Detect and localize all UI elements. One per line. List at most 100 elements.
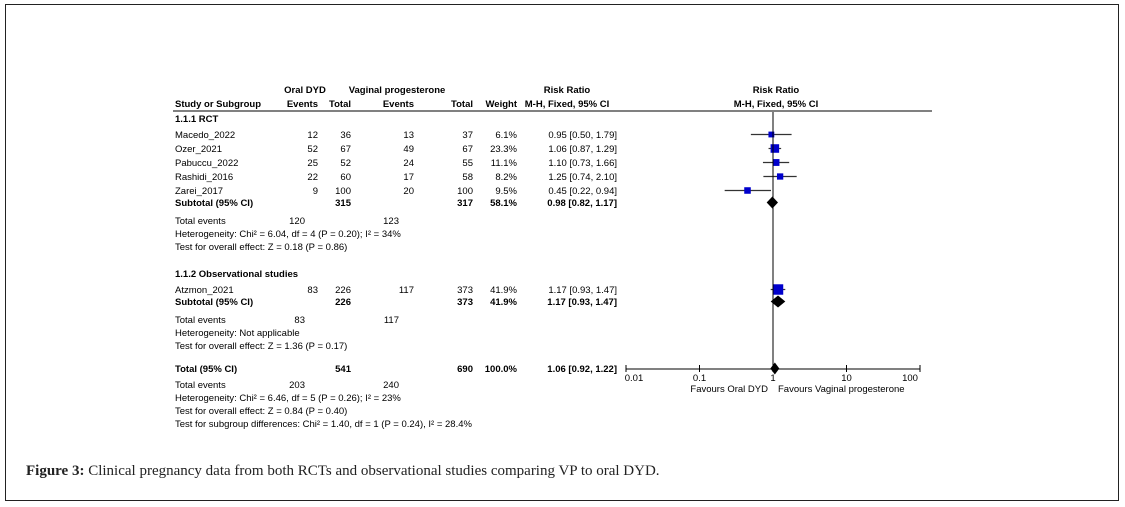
total-vaginal-progesterone: 55 <box>462 158 473 169</box>
study-risk-ratio-ci: 0.45 [0.22, 0.94] <box>548 186 617 197</box>
total-events-oral-dyd: 120 <box>289 216 305 227</box>
subtotal-diamond <box>766 196 779 209</box>
study-weight: 23.3% <box>490 144 517 155</box>
favours-right-label: Favours Vaginal progesterone <box>778 384 905 395</box>
study-weight: 41.9% <box>490 285 517 296</box>
caption-text: Clinical pregnancy data from both RCTs a… <box>84 463 660 479</box>
events-vaginal-progesterone: 49 <box>403 144 414 155</box>
subtotal-weight: 41.9% <box>490 297 517 308</box>
axis-tick-label: 10 <box>841 373 852 384</box>
total-vaginal-progesterone: 690 <box>457 364 473 375</box>
plot-marks <box>724 131 797 375</box>
figure-frame <box>5 4 1119 501</box>
header-group1: Oral DYD <box>284 85 326 96</box>
total-vaginal-progesterone: 373 <box>457 285 473 296</box>
axis-tick-label: 1 <box>770 373 775 384</box>
total-oral-dyd: 36 <box>340 130 351 141</box>
favours-left-label: Favours Oral DYD <box>690 384 768 395</box>
total-events-oral-dyd: 203 <box>289 380 305 391</box>
axis-tick-label: 100 <box>902 373 918 384</box>
subtotal-label: Subtotal (95% CI) <box>175 198 253 209</box>
study-marker <box>770 144 780 153</box>
study-risk-ratio-ci: 1.17 [0.93, 1.47] <box>548 285 617 296</box>
header-rr-title: Risk Ratio <box>544 85 591 96</box>
total-oral-dyd: 67 <box>340 144 351 155</box>
heterogeneity-text: Heterogeneity: Chi² = 6.46, df = 5 (P = … <box>175 393 401 404</box>
overall-effect-text: Test for overall effect: Z = 0.84 (P = 0… <box>175 406 347 417</box>
total-events-vaginal-progesterone: 123 <box>383 216 399 227</box>
study-weight: 8.2% <box>495 172 517 183</box>
subtotal-risk-ratio-ci: 0.98 [0.82, 1.17] <box>547 198 617 209</box>
study-risk-ratio-ci: 1.06 [0.87, 1.29] <box>548 144 617 155</box>
events-oral-dyd: 25 <box>307 158 318 169</box>
heterogeneity-text: Heterogeneity: Chi² = 6.04, df = 4 (P = … <box>175 229 401 240</box>
total-events-label: Total events <box>175 380 226 391</box>
total-oral-dyd: 100 <box>335 186 351 197</box>
overall-effect-text: Test for overall effect: Z = 0.18 (P = 0… <box>175 242 347 253</box>
study-name: Atzmon_2021 <box>175 285 234 296</box>
header-plot-title: Risk Ratio <box>753 85 800 96</box>
subtotal-total-vaginal-progesterone: 373 <box>457 297 473 308</box>
header-study: Study or Subgroup <box>175 99 261 110</box>
study-marker <box>744 187 751 194</box>
forest-plot: Oral DYD Vaginal progesterone Risk Ratio… <box>173 85 932 430</box>
study-weight: 6.1% <box>495 130 517 141</box>
study-risk-ratio-ci: 1.10 [0.73, 1.66] <box>548 158 617 169</box>
subtotal-label: Subtotal (95% CI) <box>175 297 253 308</box>
total-label: Total (95% CI) <box>175 364 237 375</box>
header-total1: Total <box>329 99 351 110</box>
subgroup-title: 1.1.1 RCT <box>175 114 218 125</box>
header-weight: Weight <box>486 99 518 110</box>
total-oral-dyd: 52 <box>340 158 351 169</box>
total-oral-dyd: 60 <box>340 172 351 183</box>
total-vaginal-progesterone: 58 <box>462 172 473 183</box>
overall-effect-text: Test for overall effect: Z = 1.36 (P = 0… <box>175 341 347 352</box>
total-events-label: Total events <box>175 315 226 326</box>
total-events-label: Total events <box>175 216 226 227</box>
heterogeneity-text: Heterogeneity: Not applicable <box>175 328 300 339</box>
subtotal-total-oral-dyd: 226 <box>335 297 351 308</box>
axis-tick-label: 0.01 <box>625 373 644 384</box>
axis-tick-label: 0.1 <box>693 373 706 384</box>
events-oral-dyd: 12 <box>307 130 318 141</box>
study-name: Rashidi_2016 <box>175 172 233 183</box>
total-vaginal-progesterone: 67 <box>462 144 473 155</box>
events-oral-dyd: 52 <box>307 144 318 155</box>
total-risk-ratio-ci: 1.06 [0.92, 1.22] <box>547 364 617 375</box>
study-weight: 9.5% <box>495 186 517 197</box>
study-name: Pabuccu_2022 <box>175 158 238 169</box>
x-axis: 0.01 0.1 1 10 100 Favours Oral DYD Favours Vag… <box>625 112 921 395</box>
events-vaginal-progesterone: 20 <box>403 186 414 197</box>
table-rows: 1.1.1 RCT Macedo_2022 12 36 13 37 6.1% 0.95 [0.… <box>175 114 617 430</box>
header-plot-method: M-H, Fixed, 95% CI <box>734 99 818 110</box>
study-name: Ozer_2021 <box>175 144 222 155</box>
study-risk-ratio-ci: 0.95 [0.50, 1.79] <box>548 130 617 141</box>
events-oral-dyd: 9 <box>313 186 318 197</box>
subtotal-weight: 58.1% <box>490 198 517 209</box>
events-vaginal-progesterone: 117 <box>399 285 414 296</box>
total-vaginal-progesterone: 37 <box>462 130 473 141</box>
total-vaginal-progesterone: 100 <box>457 186 473 197</box>
total-weight: 100.0% <box>485 364 518 375</box>
subtotal-total-oral-dyd: 315 <box>335 198 352 209</box>
header-events2: Events <box>383 99 414 110</box>
total-oral-dyd: 226 <box>335 285 351 296</box>
figure-caption: Figure 3: Clinical pregnancy data from b… <box>26 463 660 480</box>
events-vaginal-progesterone: 17 <box>403 172 414 183</box>
total-events-vaginal-progesterone: 240 <box>383 380 399 391</box>
header-total2: Total <box>451 99 473 110</box>
header-events1: Events <box>287 99 318 110</box>
study-name: Zarei_2017 <box>175 186 223 197</box>
subgroup-differences-text: Test for subgroup differences: Chi² = 1.… <box>175 419 473 430</box>
subtotal-risk-ratio-ci: 1.17 [0.93, 1.47] <box>547 297 617 308</box>
subgroup-title: 1.1.2 Observational studies <box>175 269 298 280</box>
header-group2: Vaginal progesterone <box>349 85 446 96</box>
subtotal-diamond <box>770 295 786 308</box>
study-marker <box>772 159 780 166</box>
caption-label: Figure 3: <box>26 463 85 479</box>
study-marker <box>772 284 784 295</box>
events-vaginal-progesterone: 13 <box>403 130 414 141</box>
study-name: Macedo_2022 <box>175 130 235 141</box>
study-risk-ratio-ci: 1.25 [0.74, 2.10] <box>548 172 617 183</box>
header-rr-method: M-H, Fixed, 95% CI <box>525 99 609 110</box>
